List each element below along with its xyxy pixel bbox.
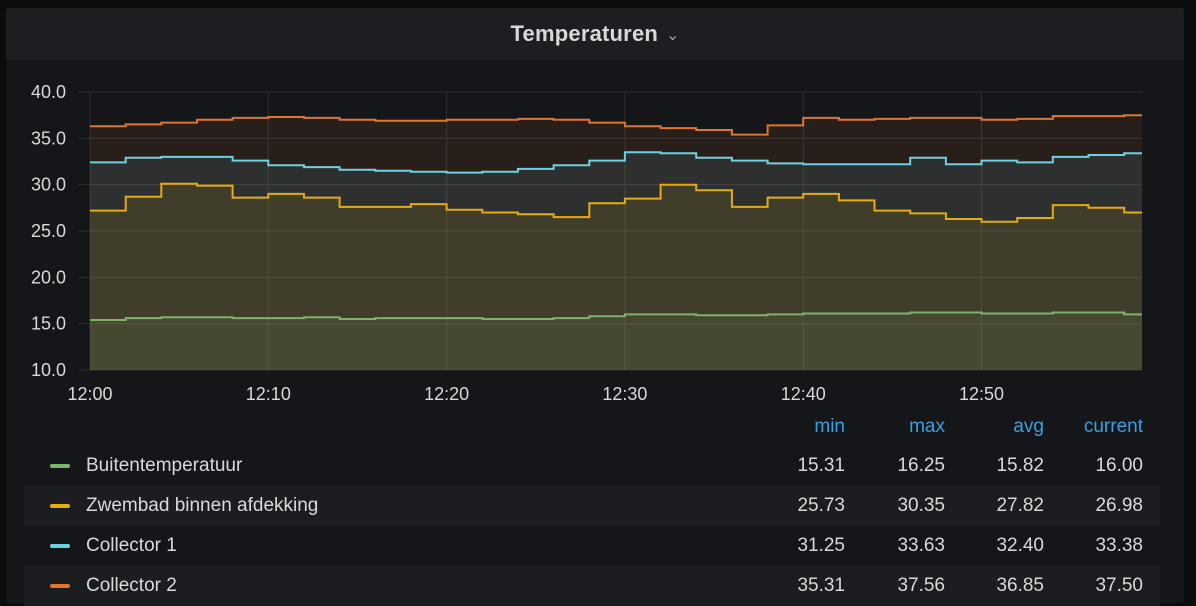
legend-series-name[interactable]: Buitentemperatuur <box>86 455 243 476</box>
panel-header[interactable]: Temperaturen ⌄ <box>6 8 1184 60</box>
series-color-swatch[interactable] <box>50 464 70 468</box>
legend-header-max[interactable]: max <box>909 416 945 437</box>
x-tick-label: 12:20 <box>424 384 469 404</box>
legend-header: min max avg current <box>24 408 1160 446</box>
legend-value-min: 25.73 <box>797 495 845 516</box>
legend-value-max: 33.63 <box>897 535 945 556</box>
legend-header-min[interactable]: min <box>814 416 845 437</box>
series-area <box>90 183 1142 370</box>
series-color-swatch[interactable] <box>50 584 70 588</box>
legend-row[interactable]: Collector 2 35.31 37.56 36.85 37.50 <box>24 566 1160 606</box>
chevron-down-icon[interactable]: ⌄ <box>666 27 680 44</box>
legend-value-current: 33.38 <box>1095 535 1143 556</box>
x-tick-label: 12:00 <box>67 384 112 404</box>
series-line <box>90 311 1142 321</box>
legend-series-name[interactable]: Collector 2 <box>86 575 177 596</box>
x-tick-label: 12:40 <box>781 384 826 404</box>
legend-row[interactable]: Collector 1 31.25 33.63 32.40 33.38 <box>24 526 1160 566</box>
y-tick-label: 40.0 <box>31 82 66 102</box>
legend-value-current: 37.50 <box>1095 575 1143 596</box>
y-tick-label: 10.0 <box>31 360 66 380</box>
legend-value-avg: 27.82 <box>996 495 1044 516</box>
legend-value-max: 16.25 <box>897 455 945 476</box>
legend-value-current: 26.98 <box>1095 495 1143 516</box>
series-color-swatch[interactable] <box>50 544 70 548</box>
time-series-graph[interactable]: 10.0 15.0 20.0 25.0 30.0 35.0 40.0 12:00 12:10 12… <box>0 0 1196 410</box>
legend-value-max: 30.35 <box>897 495 945 516</box>
legend-value-min: 31.25 <box>797 535 845 556</box>
legend-value-min: 35.31 <box>797 575 845 596</box>
series-line <box>90 151 1142 174</box>
legend-value-avg: 15.82 <box>996 455 1044 476</box>
series-color-swatch[interactable] <box>50 504 70 508</box>
x-tick-label: 12:10 <box>246 384 291 404</box>
series-area <box>90 115 1142 370</box>
x-tick-label: 12:30 <box>602 384 647 404</box>
y-tick-label: 25.0 <box>31 221 66 241</box>
legend-header-current[interactable]: current <box>1083 416 1143 437</box>
legend-value-current: 16.00 <box>1095 455 1143 476</box>
series-line <box>90 114 1142 136</box>
legend-header-avg[interactable]: avg <box>1013 416 1044 437</box>
legend-series-name[interactable]: Zwembad binnen afdekking <box>86 495 319 516</box>
y-tick-label: 15.0 <box>31 314 66 334</box>
y-tick-label: 35.0 <box>31 128 66 148</box>
legend-value-avg: 36.85 <box>996 575 1044 596</box>
panel-title[interactable]: Temperaturen <box>510 21 659 46</box>
legend-row[interactable]: Zwembad binnen afdekking 25.73 30.35 27.82 2… <box>24 486 1160 526</box>
x-tick-label: 12:50 <box>959 384 1004 404</box>
legend-series-name[interactable]: Collector 1 <box>86 535 177 556</box>
legend-value-avg: 32.40 <box>996 535 1044 556</box>
y-tick-label: 20.0 <box>31 267 66 287</box>
y-tick-label: 30.0 <box>31 175 66 195</box>
graph-legend: min max avg current Buitentemperatuur 15.… <box>24 408 1160 606</box>
legend-row[interactable]: Buitentemperatuur 15.31 16.25 15.82 16.00 <box>24 446 1160 486</box>
legend-value-min: 15.31 <box>797 455 845 476</box>
legend-value-max: 37.56 <box>897 575 945 596</box>
series-line <box>90 182 1142 223</box>
series-area <box>90 312 1142 370</box>
